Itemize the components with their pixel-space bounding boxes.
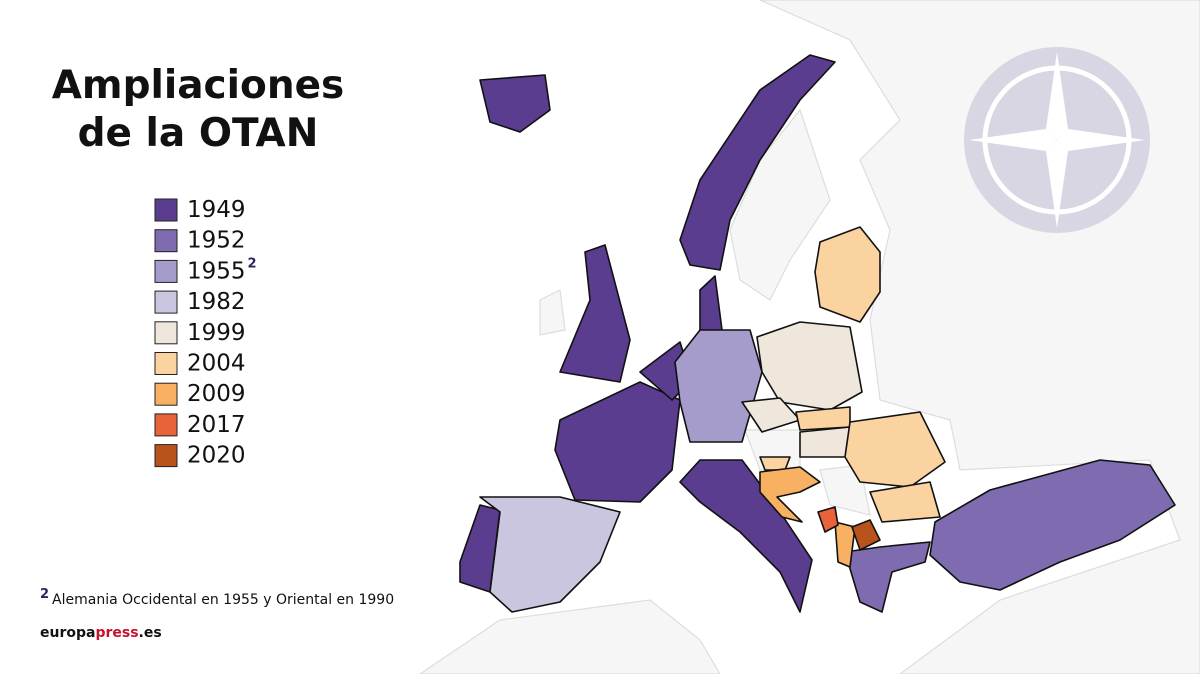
legend-year: 1952 [187, 227, 246, 253]
country [756, 321, 863, 411]
legend-year: 2004 [187, 350, 246, 376]
country [814, 226, 881, 323]
legend-swatch [154, 444, 178, 468]
country [559, 244, 631, 383]
legend-swatch [154, 413, 178, 437]
country [795, 406, 851, 431]
legend-label: 1952 [187, 227, 246, 253]
country [759, 466, 821, 523]
legend: 1949 1952 1955 2 1982 1999 2004 2009 2017 2020 [154, 197, 257, 468]
legend-year: 1982 [187, 289, 246, 315]
footnote-mark: 2 [40, 587, 49, 602]
legend-swatch [154, 382, 178, 406]
country [554, 381, 681, 503]
country [479, 496, 621, 613]
legend-label: 2017 [187, 411, 246, 437]
country [844, 541, 931, 613]
legend-year: 1999 [187, 319, 246, 345]
source-part: press [95, 625, 138, 641]
legend-label: 1982 [187, 289, 246, 315]
country [929, 459, 1176, 591]
legend-swatch [154, 198, 178, 222]
legend-year: 2009 [187, 381, 246, 407]
legend-swatch [154, 229, 178, 253]
country [479, 74, 551, 133]
legend-year: 1949 [187, 197, 246, 223]
legend-swatch [154, 259, 178, 283]
country [834, 521, 856, 568]
countries [459, 54, 1176, 613]
legend-swatch [154, 321, 178, 345]
legend-year: 2017 [187, 411, 246, 437]
country [844, 411, 946, 488]
footnote: 2 Alemania Occidental en 1955 y Oriental … [40, 587, 394, 608]
title-line: de la OTAN [78, 111, 319, 156]
country [674, 329, 763, 443]
legend-note: 2 [248, 256, 257, 271]
footnote-text: Alemania Occidental en 1955 y Oriental e… [52, 592, 394, 608]
country [799, 426, 851, 458]
country [851, 519, 881, 551]
nato-emblem [964, 47, 1150, 233]
legend-label: 2004 [187, 350, 246, 376]
legend-label: 1955 2 [187, 256, 257, 284]
legend-year: 1955 [187, 258, 246, 284]
source-part: europa [40, 625, 95, 641]
country [869, 481, 941, 523]
legend-label: 2009 [187, 381, 246, 407]
title-line: Ampliaciones [52, 63, 345, 108]
country [679, 459, 813, 613]
legend-year: 2020 [187, 442, 246, 468]
legend-swatch [154, 290, 178, 314]
legend-swatch [154, 352, 178, 375]
source-part: .es [139, 625, 162, 641]
legend-label: 2020 [187, 442, 246, 468]
legend-label: 1949 [187, 197, 246, 223]
legend-label: 1999 [187, 319, 246, 345]
country [679, 54, 836, 271]
country [817, 506, 839, 533]
source: europapress.es [40, 625, 162, 641]
country [699, 275, 723, 333]
